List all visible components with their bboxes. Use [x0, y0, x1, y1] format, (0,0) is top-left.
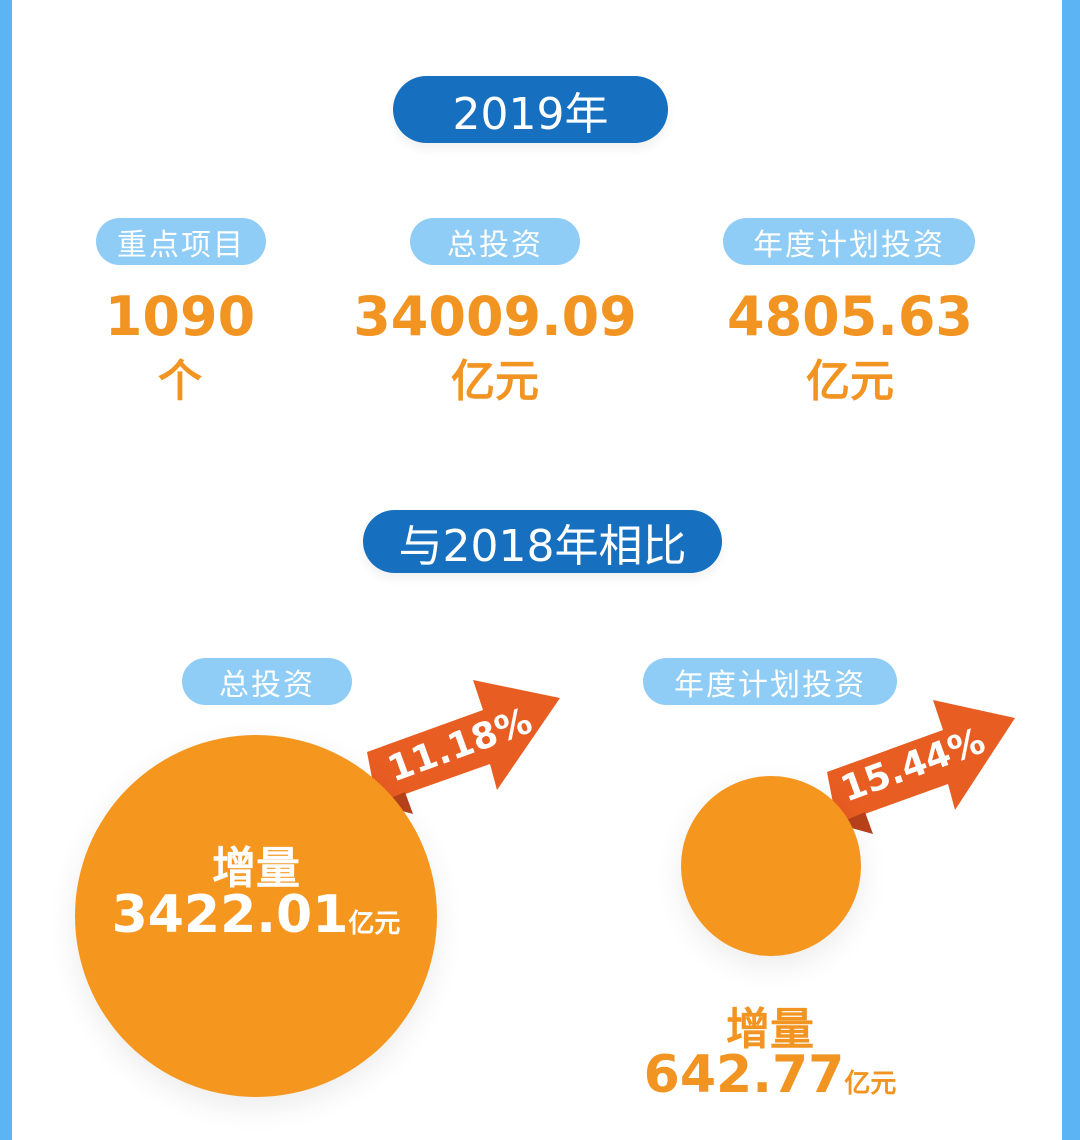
- right-border: [1062, 0, 1080, 1140]
- increase-value-total: 3422.01亿元: [75, 885, 437, 945]
- stat-unit-total-investment: 亿元: [451, 356, 539, 407]
- growth-arrow-icon: [827, 700, 1015, 834]
- compare-label-total-investment: 总投资: [182, 658, 352, 705]
- stat-label-total-investment: 总投资: [410, 218, 580, 265]
- stat-unit-key-projects: 个: [158, 356, 202, 407]
- stat-unit-annual-investment: 亿元: [806, 356, 894, 407]
- year-title-pill: 2019年: [393, 76, 668, 143]
- annual-investment-circle: [681, 776, 861, 956]
- stat-label-key-projects: 重点项目: [96, 218, 266, 265]
- stat-label-annual-investment: 年度计划投资: [723, 218, 975, 265]
- stat-value-annual-investment: 4805.63: [727, 285, 973, 348]
- increase-label-total: 增量: [212, 843, 300, 894]
- increase-number-annual: 642.77: [643, 1045, 845, 1105]
- increase-number-total: 3422.01: [111, 885, 349, 945]
- compare-label-annual-investment: 年度计划投资: [643, 658, 897, 705]
- left-border: [0, 0, 12, 1140]
- total-investment-circle: [75, 735, 437, 1097]
- stat-value-total-investment: 34009.09: [353, 285, 637, 348]
- increase-unit-annual: 亿元: [844, 1069, 897, 1099]
- increase-unit-total: 亿元: [348, 909, 401, 939]
- stat-value-key-projects: 1090: [104, 285, 256, 348]
- increase-label-annual: 增量: [726, 1004, 814, 1055]
- increase-value-annual: 642.77亿元: [620, 1045, 920, 1105]
- compare-title-pill: 与2018年相比: [363, 510, 722, 573]
